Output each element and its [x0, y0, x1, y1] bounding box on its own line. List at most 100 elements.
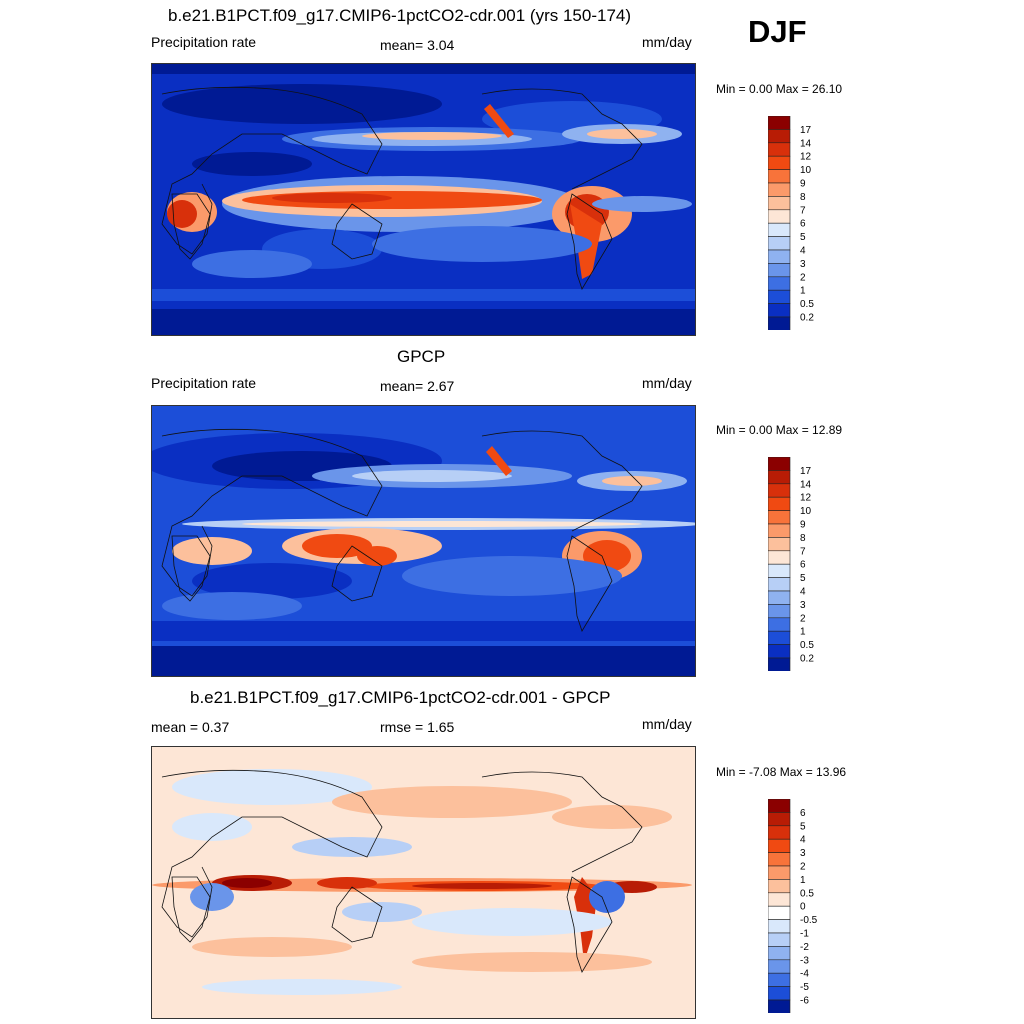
colorbar-swatch [768, 303, 791, 318]
colorbar-swatch [768, 644, 791, 659]
colorbar-tick-label: 3 [800, 259, 806, 270]
colorbar-swatch [768, 263, 791, 278]
colorbar-swatch [768, 986, 791, 1001]
panel3-colorbar: 6 5 4 3 2 1 0.5 0 -0.5 -1 -2 -3 -4 -5 -6 [768, 799, 828, 1013]
colorbar-tick-label: 4 [800, 246, 806, 257]
colorbar-swatch [768, 630, 791, 645]
colorbar-tick-label: 0 [800, 902, 806, 913]
panel1-minmax: Min = 0.00 Max = 26.10 [716, 82, 843, 96]
panel1-colorbar-scale: 17 14 12 10 9 8 7 6 5 4 3 2 1 0.5 0.2 [768, 116, 814, 330]
colorbar-swatch [768, 222, 791, 237]
panel3-minmax: Min = -7.08 Max = 13.96 [716, 765, 847, 779]
colorbar-tick-label: 4 [800, 835, 806, 846]
colorbar-swatch [768, 483, 791, 498]
colorbar-swatch [768, 865, 791, 880]
panel2-minmax: Min = 0.00 Max = 12.89 [716, 423, 843, 437]
colorbar-swatch [768, 657, 791, 671]
colorbar-swatch [768, 946, 791, 961]
panel2-map-field [152, 406, 695, 676]
panel2-map [151, 405, 696, 677]
panel2-units: mm/day [642, 375, 692, 391]
colorbar-swatch [768, 577, 791, 592]
colorbar-swatch [768, 550, 791, 565]
colorbar-tick-label: 1 [800, 627, 806, 638]
colorbar-swatch [768, 510, 791, 525]
panel3-colorbar-scale: 6 5 4 3 2 1 0.5 0 -0.5 -1 -2 -3 -4 -5 -6 [768, 799, 818, 1013]
colorbar-swatch [768, 812, 791, 827]
colorbar-tick-label: 7 [800, 546, 806, 557]
colorbar-swatch [768, 537, 791, 552]
colorbar-swatch [768, 470, 791, 485]
panel1-title: b.e21.B1PCT.f09_g17.CMIP6-1pctCO2-cdr.00… [168, 6, 632, 25]
colorbar-swatch [768, 972, 791, 987]
colorbar-swatch [768, 799, 791, 813]
colorbar-tick-label: 3 [800, 600, 806, 611]
colorbar-swatch [768, 892, 791, 907]
colorbar-tick-label: 0.2 [800, 654, 814, 665]
colorbar-tick-label: 1 [800, 875, 806, 886]
colorbar-swatch [768, 838, 791, 853]
colorbar-tick-label: 12 [800, 152, 812, 163]
panel1-map-field [152, 64, 695, 335]
panel2-left-label: Precipitation rate [151, 375, 257, 391]
colorbar-swatch [768, 932, 791, 947]
colorbar-swatch [768, 496, 791, 511]
colorbar-tick-label: 12 [800, 493, 812, 504]
colorbar-tick-label: 9 [800, 520, 806, 531]
colorbar-tick-label: 5 [800, 573, 806, 584]
colorbar-tick-label: -3 [800, 955, 809, 966]
colorbar-tick-label: 0.5 [800, 640, 814, 651]
colorbar-tick-label: -5 [800, 982, 809, 993]
colorbar-tick-label: 5 [800, 232, 806, 243]
panel3-units: mm/day [642, 716, 692, 732]
colorbar-swatch [768, 879, 791, 894]
panel1-colorbar: 17 14 12 10 9 8 7 6 5 4 3 2 1 0.5 0.2 [768, 116, 828, 330]
colorbar-tick-label: 0.5 [800, 299, 814, 310]
colorbar-swatch [768, 617, 791, 632]
colorbar-tick-label: 9 [800, 179, 806, 190]
colorbar-tick-label: 2 [800, 272, 806, 283]
colorbar-swatch [768, 852, 791, 867]
colorbar-swatch [768, 999, 791, 1013]
panel3-map-field [152, 747, 695, 1018]
colorbar-swatch [768, 236, 791, 251]
panel2-mean: mean= 2.67 [380, 378, 455, 394]
colorbar-swatch [768, 457, 791, 471]
colorbar-tick-label: 8 [800, 192, 806, 203]
panel3-mean: mean = 0.37 [151, 719, 230, 735]
panel3-rmse: rmse = 1.65 [380, 719, 455, 735]
colorbar-tick-label: 14 [800, 479, 812, 490]
colorbar-tick-label: 5 [800, 821, 806, 832]
colorbar-tick-label: 17 [800, 125, 812, 136]
colorbar-swatch [768, 289, 791, 304]
colorbar-tick-label: 0.2 [800, 313, 814, 324]
colorbar-swatch [768, 196, 791, 211]
panel3-title: b.e21.B1PCT.f09_g17.CMIP6-1pctCO2-cdr.00… [190, 688, 611, 707]
colorbar-tick-label: 6 [800, 219, 806, 230]
colorbar-tick-label: 3 [800, 848, 806, 859]
colorbar-tick-label: 1 [800, 286, 806, 297]
colorbar-tick-label: 7 [800, 205, 806, 216]
panel1-map [151, 63, 696, 336]
colorbar-swatch [768, 919, 791, 934]
colorbar-tick-label: -1 [800, 929, 809, 940]
panel1-left-label: Precipitation rate [151, 34, 257, 50]
panel2-colorbar-scale: 17 14 12 10 9 8 7 6 5 4 3 2 1 0.5 0.2 [768, 457, 814, 671]
colorbar-swatch [768, 563, 791, 578]
colorbar-tick-label: 2 [800, 613, 806, 624]
colorbar-tick-label: -6 [800, 996, 809, 1007]
colorbar-swatch [768, 209, 791, 224]
colorbar-swatch [768, 182, 791, 197]
colorbar-tick-label: 10 [800, 165, 812, 176]
colorbar-tick-label: -4 [800, 969, 809, 980]
colorbar-tick-label: 8 [800, 533, 806, 544]
colorbar-swatch [768, 142, 791, 157]
panel2-title: GPCP [397, 347, 446, 366]
colorbar-swatch [768, 276, 791, 291]
colorbar-tick-label: 0.5 [800, 888, 814, 899]
colorbar-tick-label: 6 [800, 808, 806, 819]
panel3-map [151, 746, 696, 1019]
colorbar-tick-label: 2 [800, 862, 806, 873]
panel2-colorbar: 17 14 12 10 9 8 7 6 5 4 3 2 1 0.5 0.2 [768, 457, 828, 671]
